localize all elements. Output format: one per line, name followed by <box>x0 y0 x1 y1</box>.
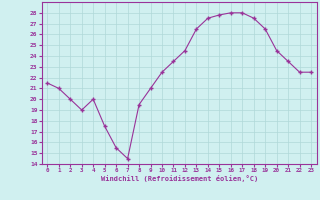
X-axis label: Windchill (Refroidissement éolien,°C): Windchill (Refroidissement éolien,°C) <box>100 175 258 182</box>
